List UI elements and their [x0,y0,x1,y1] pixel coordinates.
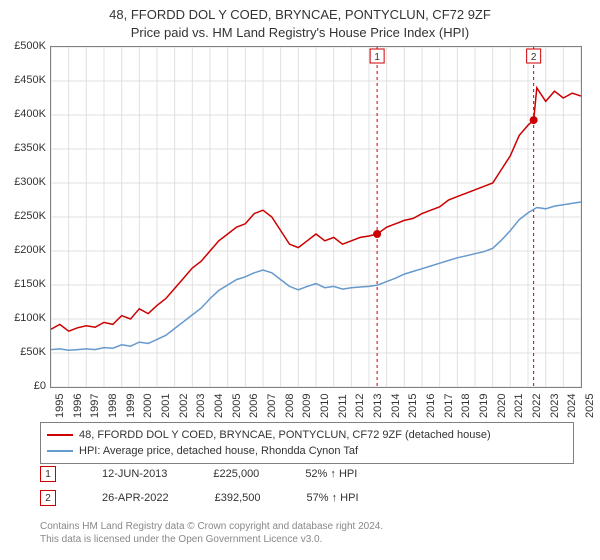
xtick-label: 2005 [231,394,243,418]
xtick-label: 2019 [478,394,490,418]
legend-text-property: 48, FFORDD DOL Y COED, BRYNCAE, PONTYCLU… [79,429,491,441]
ytick-label: £450K [2,74,46,86]
xtick-label: 2006 [248,394,260,418]
xtick-label: 2011 [337,394,349,418]
ytick-label: £100K [2,312,46,324]
footer-line1: Contains HM Land Registry data © Crown c… [40,521,383,532]
title-address: 48, FFORDD DOL Y COED, BRYNCAE, PONTYCLU… [0,6,600,24]
xtick-label: 2016 [425,394,437,418]
xtick-label: 2001 [160,394,172,418]
xtick-label: 2018 [460,394,472,418]
title-block: 48, FFORDD DOL Y COED, BRYNCAE, PONTYCLU… [0,0,600,43]
xtick-label: 2000 [142,394,154,418]
ytick-label: £300K [2,176,46,188]
xtick-label: 2004 [213,394,225,418]
ytick-label: £350K [2,142,46,154]
sale-date-2: 26-APR-2022 [102,492,169,504]
sale-row-1: 1 12-JUN-2013 £225,000 52% ↑ HPI [40,466,357,482]
legend-row-property: 48, FFORDD DOL Y COED, BRYNCAE, PONTYCLU… [47,427,567,443]
ytick-label: £500K [2,40,46,52]
ytick-label: £150K [2,278,46,290]
xtick-label: 1997 [89,394,101,418]
legend-swatch-property [47,434,73,436]
legend-row-hpi: HPI: Average price, detached house, Rhon… [47,443,567,459]
xtick-label: 2021 [513,394,525,418]
xtick-label: 2015 [407,394,419,418]
xtick-label: 2017 [443,394,455,418]
sale-row-2: 2 26-APR-2022 £392,500 57% ↑ HPI [40,490,359,506]
sale-price-1: £225,000 [213,468,259,480]
xtick-label: 2014 [390,394,402,418]
xtick-label: 2022 [531,394,543,418]
svg-text:2: 2 [531,52,537,63]
sale-date-1: 12-JUN-2013 [102,468,167,480]
xtick-label: 2008 [284,394,296,418]
sale-marker-1: 1 [40,466,56,482]
ytick-label: £0 [2,380,46,392]
xtick-label: 2024 [566,394,578,418]
footer-note: Contains HM Land Registry data © Crown c… [40,520,560,546]
xtick-label: 1998 [107,394,119,418]
xtick-label: 1995 [54,394,66,418]
title-subtitle: Price paid vs. HM Land Registry's House … [0,24,600,42]
ytick-label: £400K [2,108,46,120]
sale-price-2: £392,500 [215,492,261,504]
legend: 48, FFORDD DOL Y COED, BRYNCAE, PONTYCLU… [40,422,574,464]
legend-text-hpi: HPI: Average price, detached house, Rhon… [79,445,358,457]
xtick-label: 2023 [549,394,561,418]
xtick-label: 2003 [195,394,207,418]
chart-svg: 12 [51,47,581,387]
xtick-label: 1999 [125,394,137,418]
xtick-label: 2020 [496,394,508,418]
xtick-label: 2025 [584,394,596,418]
sale-delta-2: 57% ↑ HPI [307,492,359,504]
xtick-label: 2013 [372,394,384,418]
chart-container: 48, FFORDD DOL Y COED, BRYNCAE, PONTYCLU… [0,0,600,560]
ytick-label: £250K [2,210,46,222]
xtick-label: 2012 [354,394,366,418]
xtick-label: 2010 [319,394,331,418]
legend-swatch-hpi [47,450,73,452]
xtick-label: 2009 [301,394,313,418]
ytick-label: £50K [2,346,46,358]
footer-line2: This data is licensed under the Open Gov… [40,534,322,545]
xtick-label: 1996 [72,394,84,418]
sale-marker-2: 2 [40,490,56,506]
xtick-label: 2007 [266,394,278,418]
ytick-label: £200K [2,244,46,256]
sale-delta-1: 52% ↑ HPI [305,468,357,480]
chart-area: 12 [50,46,582,388]
xtick-label: 2002 [178,394,190,418]
svg-text:1: 1 [374,52,380,63]
